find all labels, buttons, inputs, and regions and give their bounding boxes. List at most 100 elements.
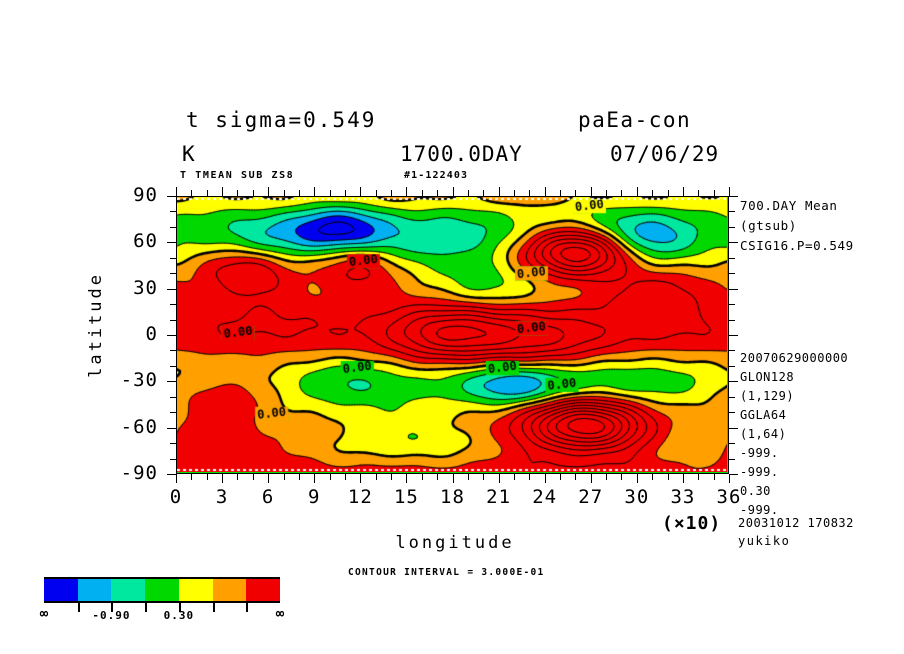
x-tick [437,474,439,480]
colorbar-tick-1 [77,603,80,612]
x-tick [421,190,423,196]
y-tick [167,474,176,475]
username-label: yukiko [738,534,791,548]
x-tick [483,474,485,480]
y-tick [170,412,176,414]
y-tick [729,350,735,352]
colorbar [44,577,281,603]
x-tick [667,190,669,196]
contour-interval-note: CONTOUR INTERVAL = 3.000E-01 [348,567,545,578]
x-tick [268,474,270,483]
y-tick [170,226,176,228]
x-tick-label: 27 [578,486,604,508]
x-tick [590,187,592,196]
x-tick-label: 3 [215,486,229,508]
note-value-1: -999. [740,446,779,460]
x-tick [467,190,469,196]
y-tick [729,273,735,275]
note-level: CSIG16.P=0.549 [740,238,854,253]
colorbar-segment-5 [212,579,247,601]
colorbar-segment-4 [178,579,213,601]
x-tick [191,190,193,196]
y-tick [170,273,176,275]
y-tick [167,196,176,197]
y-tick-label: 90 [133,184,158,206]
x-tick [575,190,577,196]
y-tick [729,381,738,383]
x-tick [283,474,285,480]
y-tick-label: -60 [120,415,158,438]
y-tick [170,458,176,460]
note-x-range: (1,129) [740,389,795,403]
x-tick [329,474,331,480]
y-tick [729,319,735,321]
x-tick-label: 6 [261,486,275,508]
x-tick [529,190,531,196]
y-tick [729,396,735,398]
x-tick [283,190,285,196]
y-tick [729,211,735,213]
x-tick [391,190,393,196]
x-tick [375,190,377,196]
x-tick [344,190,346,196]
y-tick [729,304,735,306]
contour-plot [176,196,729,474]
colorbar-segments [44,577,281,603]
colorbar-tick-2 [111,603,114,612]
note-y-range: (1,64) [740,427,787,441]
x-tick [437,190,439,196]
x-tick [698,474,700,480]
x-tick [729,474,730,483]
x-tick [636,187,638,196]
y-tick [170,319,176,321]
x-tick [406,474,408,483]
y-tick-label: -30 [120,369,158,392]
x-axis-multiplier: (×10) [662,513,722,534]
x-tick [544,474,546,483]
y-tick [729,443,735,445]
x-tick [344,474,346,480]
y-tick [170,396,176,398]
y-tick-label: 0 [145,323,158,345]
render-timestamp: 20031012 170832 [738,516,854,530]
note-value-2: -999. [740,465,779,479]
x-tick [575,474,577,480]
x-tick [544,187,546,196]
y-tick [170,257,176,259]
y-tick [170,350,176,352]
colorbar-tick-5 [212,603,215,612]
x-tick [713,190,715,196]
y-tick-label: -90 [120,462,158,484]
x-tick [682,187,684,196]
y-tick [729,458,735,460]
note-mean: 700.DAY Mean [740,198,838,213]
y-tick [167,427,176,429]
x-tick [268,187,270,196]
colorbar-tick-4 [178,603,181,612]
colorbar-tick-6 [246,603,249,612]
date-label: 07/06/29 [610,142,720,166]
dataset-label: paEa-con [578,108,692,132]
x-tick [652,190,654,196]
x-tick [452,187,454,196]
x-tick [237,474,239,480]
note-value-4: -999. [740,503,779,517]
y-tick [167,288,176,290]
y-tick [167,335,176,336]
x-tick-label: 24 [532,486,558,508]
y-tick [170,304,176,306]
record-id-label: #1-122403 [404,170,469,181]
x-tick [667,474,669,480]
x-tick [560,474,562,480]
x-tick-label: 21 [486,486,512,508]
x-tick [621,190,623,196]
x-tick [206,474,208,480]
x-tick [729,187,730,196]
y-tick [729,257,735,259]
x-tick [529,474,531,480]
x-tick [606,190,608,196]
x-tick-label: 12 [347,486,373,508]
y-tick [729,242,738,244]
unit-label: K [182,142,197,166]
page-title: t sigma=0.549 [186,108,377,132]
